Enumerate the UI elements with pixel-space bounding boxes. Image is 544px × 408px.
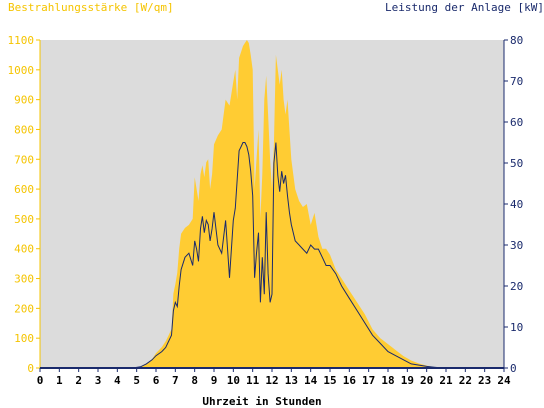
right-tick-label: 20 [510,280,523,293]
right-tick-label: 0 [510,362,517,375]
x-tick-label: 3 [95,374,102,387]
x-tick-label: 19 [401,374,414,387]
power-line [40,142,504,369]
left-tick-label: 1000 [8,64,35,77]
x-tick-label: 9 [211,374,218,387]
left-tick-label: 0 [27,362,34,375]
x-tick-label: 13 [285,374,298,387]
x-tick-label: 10 [227,374,240,387]
left-axis-ticks: 0 100 200 300 400 500 600 700 800 900 1000 1100 [8,34,40,375]
left-tick-label: 800 [14,123,34,136]
right-axis-ticks: 0 10 20 30 40 50 60 70 80 [504,34,523,375]
x-tick-label: 21 [439,374,453,387]
right-tick-label: 10 [510,321,523,334]
left-tick-label: 500 [14,213,34,226]
x-tick-label: 22 [459,374,472,387]
right-tick-label: 80 [510,34,523,47]
x-tick-label: 12 [265,374,278,387]
x-tick-label: 20 [420,374,433,387]
irradiance-area [40,40,504,368]
x-tick-label: 8 [191,374,198,387]
series-layer [40,40,504,369]
left-tick-label: 400 [14,243,34,256]
left-tick-label: 200 [14,302,34,315]
left-tick-label: 900 [14,94,34,107]
x-axis-label: Uhrzeit in Stunden [202,395,321,408]
x-tick-label: 0 [37,374,44,387]
left-axis-title: Bestrahlungsstärke [W/qm] [8,1,174,14]
x-tick-label: 11 [246,374,260,387]
x-tick-label: 23 [478,374,491,387]
x-tick-label: 7 [172,374,179,387]
x-tick-label: 17 [362,374,375,387]
x-tick-label: 5 [133,374,140,387]
right-tick-label: 70 [510,75,523,88]
right-axis-title: Leistung der Anlage [kW] [385,1,544,14]
x-tick-label: 18 [381,374,394,387]
right-tick-label: 30 [510,239,523,252]
x-tick-label: 6 [153,374,160,387]
right-tick-label: 60 [510,116,523,129]
left-tick-label: 600 [14,183,34,196]
x-tick-label: 2 [75,374,82,387]
x-tick-label: 1 [56,374,63,387]
x-axis-ticks: 0 1 2 3 4 5 6 7 8 9 10 11 12 13 14 15 16 17 18 19 20 21 22 23 24 [37,368,511,387]
left-tick-label: 300 [14,273,34,286]
x-tick-label: 16 [343,374,357,387]
right-tick-label: 50 [510,157,523,170]
x-tick-label: 15 [323,374,336,387]
left-tick-label: 1100 [8,34,35,47]
x-tick-label: 14 [304,374,318,387]
x-tick-label: 4 [114,374,121,387]
left-tick-label: 700 [14,153,34,166]
right-tick-label: 40 [510,198,523,211]
left-tick-label: 100 [14,332,34,345]
x-tick-label: 24 [497,374,511,387]
